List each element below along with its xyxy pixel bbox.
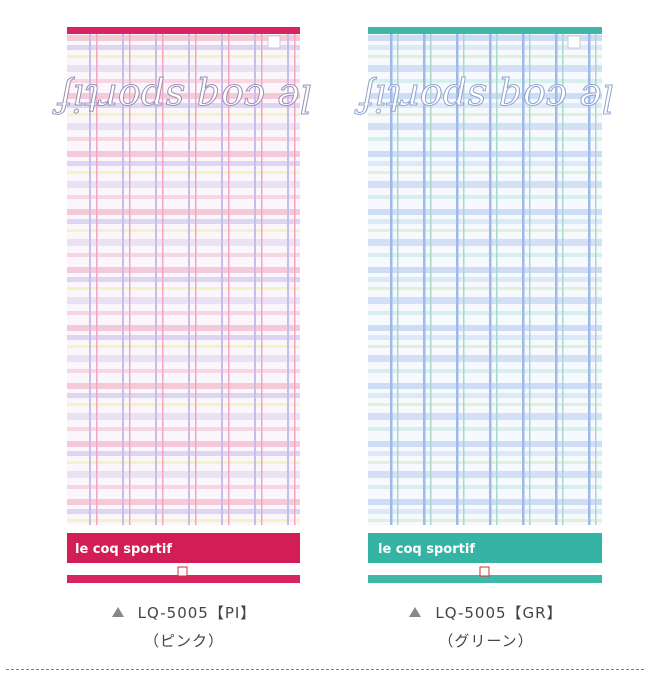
towel-logo: le coq sportif: [354, 76, 614, 120]
towel-logo: le coq sportif: [52, 76, 312, 120]
triangle-icon: [409, 607, 422, 617]
triangle-icon: [111, 607, 124, 617]
caption-code: LQ-5005【PI】: [34, 602, 334, 623]
product-code: LQ-5005【GR】: [435, 604, 563, 622]
towel-label: le coq sportif: [75, 542, 172, 557]
separator: [6, 669, 644, 670]
towels: le coq sportif le coq sportif le coq spo…: [52, 27, 614, 583]
towel-label: le coq sportif: [378, 542, 475, 557]
caption-code: LQ-5005【GR】: [336, 602, 636, 623]
color-name: （ピンク）: [143, 632, 224, 650]
towel-pink: le coq sportif le coq sportif: [52, 27, 312, 583]
color-name: （グリーン）: [438, 632, 534, 650]
product-code: LQ-5005【PI】: [137, 604, 257, 622]
towel-green: le coq sportif le coq sportif: [354, 27, 614, 583]
